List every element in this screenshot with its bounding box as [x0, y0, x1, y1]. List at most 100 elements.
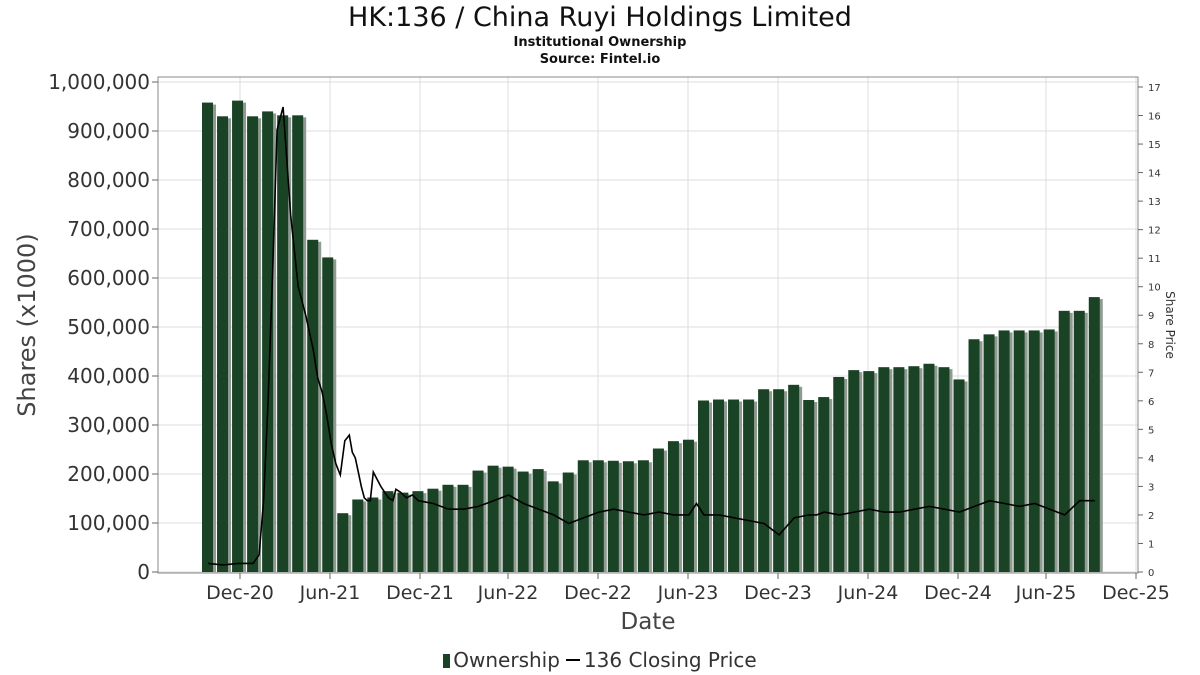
- ownership-bar: [1088, 297, 1103, 572]
- bar-fill: [923, 363, 935, 572]
- y2-tick-label: 13: [1148, 197, 1161, 208]
- bar-fill: [202, 102, 213, 572]
- y2-tick-label: 17: [1148, 83, 1161, 94]
- y2-tick-label: 14: [1148, 169, 1161, 180]
- bar-fill: [758, 389, 770, 572]
- bar-fill: [262, 111, 274, 573]
- ownership-bar: [728, 399, 743, 572]
- ownership-bar: [983, 334, 998, 572]
- x-axis-label: Date: [621, 609, 676, 635]
- y2-tick-label: 3: [1148, 482, 1154, 493]
- bar-fill: [622, 461, 634, 572]
- y2-tick-label: 4: [1148, 454, 1154, 465]
- bar-fill: [277, 115, 289, 572]
- bar-fill: [818, 397, 830, 572]
- x-tick-label: Jun-23: [657, 582, 719, 604]
- ownership-bar: [502, 466, 517, 572]
- y-tick-label: 400,000: [67, 364, 150, 388]
- ownership-bar: [893, 367, 908, 572]
- ownership-bar: [412, 491, 427, 572]
- plot-frame: [157, 76, 1139, 574]
- bar-fill: [697, 400, 709, 572]
- y2-tick-label: 9: [1148, 311, 1154, 322]
- ownership-bar: [532, 469, 547, 572]
- bar-fill: [337, 513, 349, 572]
- x-tick-label: Dec-20: [206, 582, 274, 604]
- bar-fill: [637, 460, 649, 572]
- x-tick-label: Dec-25: [1102, 582, 1170, 604]
- y2-axis-label: Share Price: [1163, 291, 1177, 359]
- x-tick-label: Jun-22: [477, 582, 539, 604]
- y-tick-label: 100,000: [67, 511, 150, 535]
- x-tick-label: Dec-21: [386, 582, 454, 604]
- bar-fill: [908, 366, 920, 572]
- ownership-bar: [247, 116, 262, 573]
- y2-tick-label: 7: [1148, 368, 1154, 379]
- price-line: [207, 106, 1095, 566]
- ownership-bar: [202, 102, 216, 572]
- y-tick-label: 200,000: [67, 462, 150, 486]
- ownership-bar: [773, 389, 788, 572]
- bar-fill: [412, 491, 424, 572]
- ownership-bar: [923, 363, 938, 572]
- ownership-bar: [307, 239, 322, 572]
- y2-tick-label: 2: [1148, 511, 1154, 522]
- bar-fill: [487, 465, 499, 572]
- ownership-bar: [442, 484, 457, 572]
- ownership-bar: [758, 389, 773, 572]
- bar-fill: [953, 379, 965, 572]
- ownership-bar: [592, 460, 607, 572]
- bar-fill: [517, 471, 529, 572]
- ownership-bar: [517, 471, 532, 572]
- ownership-bar: [968, 339, 983, 572]
- bar-fill: [728, 399, 740, 572]
- ownership-bar: [322, 257, 337, 572]
- ownership-bar: [908, 366, 923, 572]
- ownership-bar: [232, 100, 247, 573]
- x-tick-label: Dec-24: [924, 582, 992, 604]
- x-tick-label: Jun-25: [1015, 582, 1077, 604]
- ownership-bar: [382, 491, 397, 572]
- ownership-bar: [637, 460, 652, 572]
- ownership-bar: [818, 397, 833, 572]
- ownership-bars: [202, 100, 1103, 573]
- y-tick-label: 1,000,000: [48, 70, 150, 94]
- ownership-bar: [262, 111, 277, 573]
- bar-fill: [1088, 297, 1100, 572]
- y2-tick-label: 6: [1148, 397, 1154, 408]
- x-tick-label: Dec-23: [744, 582, 812, 604]
- bar-fill: [893, 367, 905, 572]
- ownership-bar: [622, 461, 637, 572]
- ownership-bar: [1058, 310, 1073, 572]
- bar-fill: [592, 460, 604, 572]
- y2-tick-label: 1: [1148, 539, 1154, 550]
- x-axis: Dec-20 Jun-21 Dec-21 Jun-22 Dec-22 Jun-23 Dec-…: [206, 573, 1170, 604]
- bar-fill: [472, 470, 484, 572]
- bar-fill: [367, 497, 379, 572]
- ownership-bar: [337, 513, 352, 572]
- y2-tick-label: 11: [1148, 254, 1161, 265]
- bar-fill: [232, 100, 244, 573]
- bar-fill: [397, 492, 409, 572]
- y2-tick-label: 12: [1148, 226, 1161, 237]
- bar-fill: [292, 115, 304, 572]
- ownership-bar: [697, 400, 712, 572]
- bar-fill: [788, 384, 800, 572]
- ownership-bar: [607, 460, 622, 572]
- ownership-bar: [652, 448, 667, 572]
- legend: Ownership 136 Closing Price: [0, 647, 1200, 673]
- bar-fill: [713, 399, 725, 572]
- ownership-bar: [713, 399, 728, 572]
- bar-fill: [968, 339, 980, 572]
- ownership-bar: [682, 439, 697, 572]
- x-tick-label: Dec-22: [564, 582, 632, 604]
- y2-tick-label: 5: [1148, 425, 1154, 436]
- bar-fill: [382, 491, 394, 572]
- ownership-bar: [487, 465, 502, 572]
- ownership-bar: [367, 497, 382, 572]
- bar-fill: [667, 441, 679, 572]
- ownership-bar: [547, 481, 562, 572]
- ownership-bar: [1073, 310, 1088, 572]
- bar-fill: [457, 484, 469, 572]
- ownership-bar: [352, 499, 367, 572]
